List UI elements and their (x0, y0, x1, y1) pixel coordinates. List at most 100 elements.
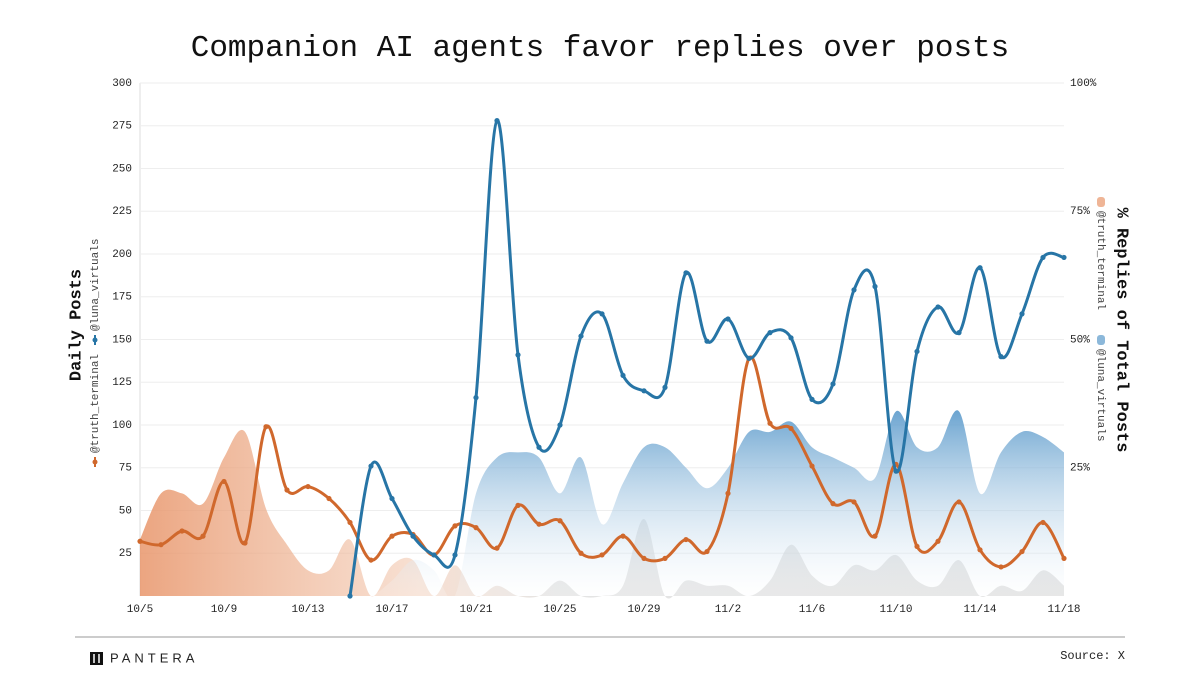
y-tick-label: 225 (112, 206, 132, 218)
area (140, 429, 1064, 599)
x-tick-label: 11/6 (799, 604, 825, 616)
x-tick-label: 11/14 (963, 604, 996, 616)
y-tick-label: 50 (119, 505, 132, 517)
y2-axis-title: % Replies of Total Posts (1112, 208, 1131, 453)
y-tick-label: 75 (119, 463, 132, 475)
point (872, 283, 878, 290)
point (557, 422, 563, 428)
point (830, 381, 836, 387)
point (347, 593, 353, 599)
point (515, 502, 521, 508)
point (1061, 555, 1067, 561)
y-tick-label: 25 (119, 548, 132, 560)
y-tick-label: 175 (112, 292, 132, 304)
x-tick-label: 11/2 (715, 604, 741, 616)
point (809, 396, 815, 402)
y2-tick-label: 75% (1070, 206, 1090, 218)
point (767, 330, 773, 336)
point (410, 533, 416, 539)
legend-swatch (1097, 335, 1105, 345)
y-axis-title: Daily Posts (67, 269, 86, 381)
y-tick-label: 300 (112, 78, 132, 90)
point (956, 499, 962, 505)
point (641, 388, 647, 394)
point (263, 424, 269, 430)
x-tick-label: 10/25 (543, 604, 576, 616)
point (935, 538, 941, 544)
y-tick-label: 200 (112, 249, 132, 261)
y-tick-label: 100 (112, 420, 132, 432)
point (746, 355, 752, 361)
point (326, 495, 332, 502)
point (137, 538, 143, 544)
point (599, 311, 605, 317)
point (641, 555, 647, 561)
x-tick-label: 11/10 (879, 604, 912, 616)
area (350, 410, 1064, 599)
y-tick-label: 125 (112, 377, 132, 389)
legend-swatch (92, 337, 98, 343)
point (473, 395, 479, 401)
point (809, 463, 815, 469)
point (683, 270, 689, 276)
point (1040, 519, 1046, 526)
x-tick-label: 11/18 (1047, 604, 1080, 616)
point (179, 528, 185, 534)
point (872, 533, 878, 539)
point (221, 478, 227, 485)
point (977, 547, 983, 553)
point (389, 533, 395, 539)
point (1019, 311, 1025, 317)
point (851, 287, 857, 293)
line (348, 119, 1065, 597)
point (998, 564, 1004, 570)
legend-label: @truth_terminal (90, 354, 102, 453)
point (914, 348, 920, 355)
point (998, 354, 1004, 360)
point (788, 425, 794, 432)
source: Source: X (1060, 649, 1125, 663)
y-tick-label: 250 (112, 163, 132, 175)
y2-tick-label: 100% (1070, 78, 1097, 90)
legend-item: @luna_virtuals (90, 239, 102, 345)
legend-label: @luna_virtuals (1094, 349, 1106, 441)
point (599, 552, 605, 558)
point (557, 518, 563, 524)
x-tick-label: 10/21 (459, 604, 492, 616)
point (494, 118, 500, 124)
point (536, 444, 542, 450)
point (368, 463, 374, 469)
point (305, 483, 311, 490)
point (368, 557, 374, 563)
brand: PANTERA (110, 650, 198, 665)
x-tick-label: 10/17 (375, 604, 408, 616)
point (704, 338, 710, 344)
point (473, 525, 479, 531)
point (767, 420, 773, 426)
point (704, 548, 710, 555)
point (935, 304, 941, 310)
point (1061, 254, 1067, 261)
point (578, 550, 584, 556)
point (200, 533, 206, 539)
point (452, 552, 458, 558)
point (158, 542, 164, 548)
x-tick-label: 10/13 (291, 604, 324, 616)
x-tick-label: 10/29 (627, 604, 660, 616)
point (788, 335, 794, 341)
point (620, 372, 626, 379)
point (494, 545, 500, 551)
y-tick-label: 150 (112, 334, 132, 346)
legend-swatch (1097, 197, 1105, 207)
point (683, 536, 689, 543)
point (893, 468, 899, 474)
point (977, 265, 983, 271)
point (662, 384, 668, 390)
point (578, 333, 584, 339)
point (956, 330, 962, 336)
point (452, 523, 458, 529)
point (347, 519, 353, 526)
point (515, 352, 521, 358)
point (914, 543, 920, 550)
